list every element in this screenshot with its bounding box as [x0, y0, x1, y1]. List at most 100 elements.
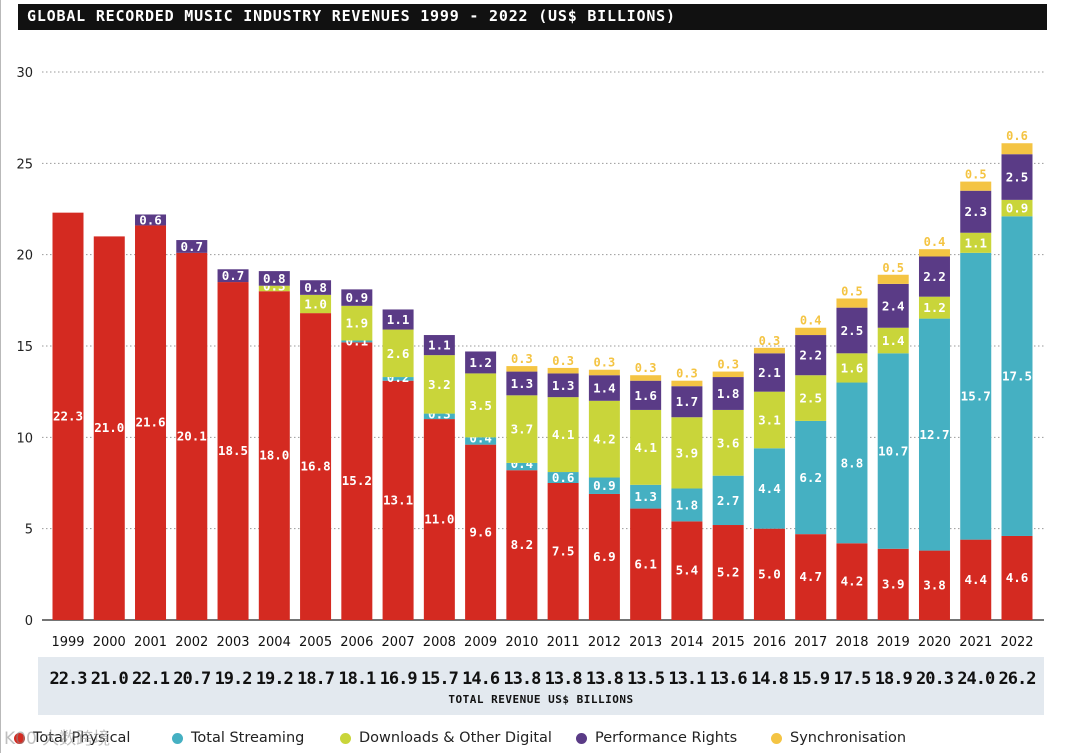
bar-segment-physical — [795, 534, 827, 620]
legend-label-streaming: Total Streaming — [191, 730, 305, 746]
total-revenue-value: 24.0 — [957, 669, 995, 689]
data-label-performance: 2.5 — [841, 323, 864, 338]
total-revenue-value: 26.2 — [999, 669, 1036, 689]
bar-segment-sync — [588, 369, 620, 376]
bar-segment-performance — [671, 386, 703, 418]
bar-segment-physical — [258, 291, 290, 620]
bar-segment-downloads — [712, 409, 744, 476]
bar-segment-physical — [588, 493, 620, 620]
data-label-physical: 20.1 — [177, 428, 207, 443]
data-label-performance: 1.8 — [717, 386, 740, 401]
bar-segment-streaming — [423, 413, 455, 420]
bar-segment-streaming — [547, 472, 579, 483]
bar-segment-streaming — [506, 462, 538, 471]
total-revenue-value: 18.1 — [338, 669, 376, 689]
data-label-physical: 4.6 — [1006, 570, 1029, 585]
data-label-performance: 0.7 — [222, 268, 245, 283]
total-revenue-value: 14.6 — [462, 669, 500, 689]
data-label-sync: 0.3 — [511, 352, 533, 366]
bar-segment-physical — [960, 539, 992, 620]
bar-segment-physical — [1001, 535, 1033, 620]
bar-segment-performance — [547, 373, 579, 398]
bar-segment-downloads — [382, 329, 414, 378]
bar-segment-streaming — [1001, 216, 1033, 536]
total-revenue-value: 22.1 — [132, 669, 170, 689]
legend-label-performance: Performance Rights — [595, 730, 738, 746]
y-tick-label: 20 — [16, 249, 33, 264]
total-revenue-value: 15.7 — [421, 669, 458, 689]
data-label-downloads: 4.2 — [593, 432, 616, 447]
data-label-performance: 2.2 — [799, 348, 822, 363]
bar-segment-downloads — [753, 391, 785, 449]
data-label-physical: 5.0 — [758, 566, 781, 581]
bar-segment-streaming — [671, 488, 703, 522]
data-label-sync: 0.5 — [841, 285, 863, 299]
data-label-performance: 0.8 — [263, 271, 286, 286]
bar-segment-sync — [547, 367, 579, 374]
total-revenue-value: 13.8 — [586, 669, 624, 689]
legend-item-physical: Total Physical — [14, 728, 130, 748]
total-revenue-value: 13.8 — [545, 669, 583, 689]
x-tick-label: 2010 — [505, 635, 538, 650]
bar-segment-performance — [795, 335, 827, 376]
data-label-performance: 1.4 — [593, 381, 616, 396]
data-label-downloads: 1.2 — [923, 300, 946, 315]
bar-segment-physical — [465, 444, 497, 620]
data-label-physical: 3.9 — [882, 576, 905, 591]
total-revenue-value: 19.2 — [215, 669, 252, 689]
data-label-performance: 1.1 — [428, 338, 451, 353]
total-revenue-value: 13.8 — [503, 669, 541, 689]
data-label-sync: 0.6 — [1006, 129, 1028, 143]
bar-segment-downloads — [877, 327, 909, 354]
data-label-streaming: 10.7 — [878, 444, 908, 459]
data-label-sync: 0.3 — [552, 354, 574, 368]
bar-segment-physical — [712, 525, 744, 620]
data-label-performance: 1.3 — [511, 376, 534, 391]
total-revenue-value: 20.3 — [916, 669, 954, 689]
x-tick-label: 2001 — [134, 635, 167, 650]
data-label-physical: 21.0 — [94, 420, 124, 435]
bar-segment-performance — [382, 309, 414, 330]
chart-legend: Total Physical Total Streaming Downloads &… — [14, 728, 1074, 750]
x-tick-label: 2012 — [588, 635, 621, 650]
bar-segment-performance — [877, 283, 909, 328]
data-label-downloads: 0.9 — [1006, 201, 1029, 216]
x-tick-label: 2017 — [794, 635, 827, 650]
legend-item-streaming: Total Streaming — [172, 728, 304, 748]
bar-segment-physical — [382, 380, 414, 620]
bar-segment-performance — [258, 271, 290, 286]
bar-segment-streaming — [753, 448, 785, 529]
legend-label-physical: Total Physical — [33, 730, 131, 746]
x-tick-label: 2021 — [959, 635, 992, 650]
bar-segment-physical — [877, 548, 909, 620]
data-label-streaming: 4.4 — [758, 481, 781, 496]
data-label-performance: 2.5 — [1006, 170, 1029, 185]
bar-segment-streaming — [960, 252, 992, 540]
data-label-performance: 1.3 — [552, 378, 575, 393]
data-label-sync: 0.3 — [717, 358, 739, 372]
bar-segment-performance — [341, 289, 373, 306]
bar-segment-physical — [52, 212, 84, 621]
bar-segment-physical — [300, 313, 332, 620]
data-label-sync: 0.3 — [676, 367, 698, 381]
y-tick-label: 30 — [16, 66, 33, 81]
legend-label-downloads: Downloads & Other Digital — [359, 730, 552, 746]
data-label-physical: 13.1 — [383, 492, 413, 507]
bar-segment-performance — [506, 371, 538, 396]
bar-segment-sync — [918, 249, 950, 257]
x-tick-label: 1999 — [51, 635, 84, 650]
bar-segment-streaming — [795, 420, 827, 535]
bar-segment-performance — [753, 353, 785, 392]
total-revenue-value: 21.0 — [91, 669, 129, 689]
data-label-sync: 0.4 — [800, 314, 822, 328]
bar-segment-performance — [1001, 154, 1033, 200]
total-revenue-value: 18.7 — [297, 669, 334, 689]
x-tick-label: 2019 — [877, 635, 910, 650]
data-label-physical: 9.6 — [469, 524, 492, 539]
data-label-performance: 0.8 — [304, 280, 327, 295]
data-label-streaming: 15.7 — [961, 389, 991, 404]
legend-item-performance: Performance Rights — [576, 728, 737, 748]
bar-segment-performance — [217, 269, 249, 283]
legend-swatch-sync — [771, 732, 782, 744]
bar-segment-streaming — [382, 377, 414, 381]
